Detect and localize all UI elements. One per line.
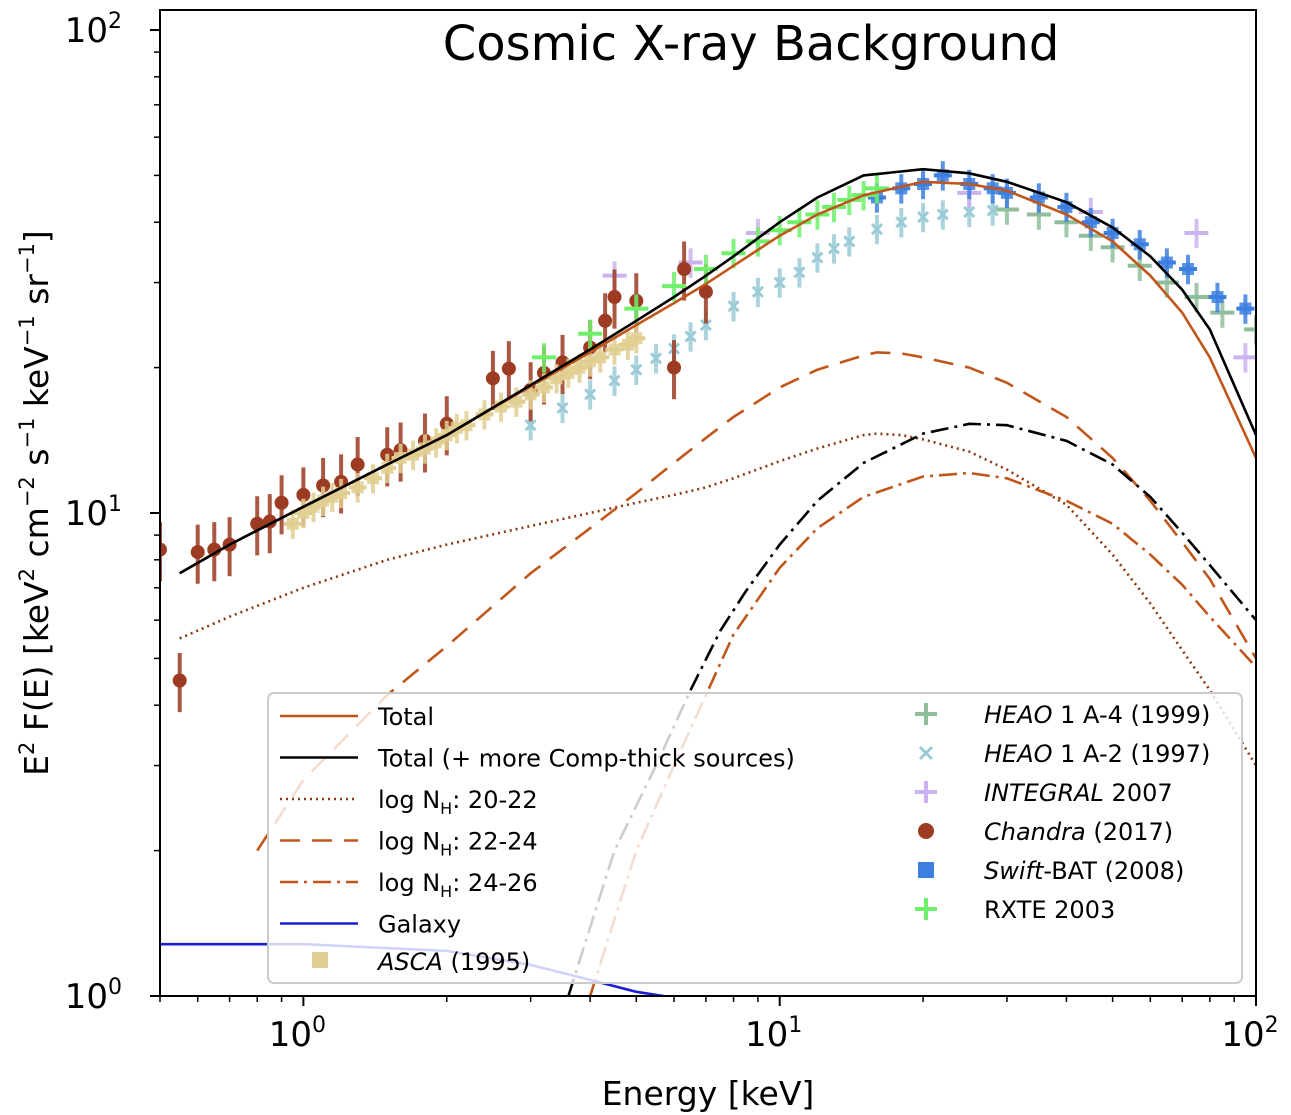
- data-point: [870, 223, 883, 236]
- legend-swatch: [918, 862, 934, 878]
- x-tick-label: 100: [269, 1013, 326, 1055]
- legend-label: Total (+ more Comp-thick sources): [377, 745, 795, 773]
- data-layer: [160, 161, 1256, 713]
- data-point: [986, 204, 999, 217]
- data-point: [895, 216, 908, 229]
- legend-label: Galaxy: [378, 911, 461, 939]
- legend-label: ASCA (1995): [376, 948, 530, 976]
- data-point: [751, 285, 764, 298]
- legend-label: log NH: 20-22: [378, 786, 538, 818]
- legend-swatch: [918, 745, 934, 761]
- model-curve-1: [179, 167, 1256, 575]
- dataset-4: [867, 161, 1255, 324]
- data-point: [172, 673, 187, 688]
- data-point: [350, 457, 365, 472]
- legend-label: HEAO 1 A-2 (1997): [984, 740, 1210, 768]
- data-point: [667, 360, 682, 375]
- legend-label: RXTE 2003: [984, 896, 1115, 924]
- data-point: [793, 266, 806, 279]
- x-tick-label: 101: [745, 1013, 802, 1055]
- chart-title: Cosmic X-ray Background: [443, 16, 1060, 72]
- legend-label: log NH: 22-24: [378, 828, 538, 860]
- y-tick-label: 102: [65, 9, 122, 51]
- model-curve-3: [256, 351, 1256, 852]
- legend-label: log NH: 24-26: [378, 869, 538, 901]
- data-point: [598, 313, 613, 328]
- legend-swatch: [918, 823, 934, 839]
- legend-swatch: [915, 703, 937, 725]
- data-point: [727, 300, 740, 313]
- data-point: [963, 205, 976, 219]
- data-point: [811, 251, 824, 264]
- data-point: [699, 318, 712, 332]
- legend: Total Total (+ more Comp-thick sources) lo…: [267, 692, 1243, 984]
- legend-swatch: [312, 952, 328, 968]
- data-point: [649, 352, 663, 365]
- model-curve-5: [567, 422, 1256, 996]
- data-point: [160, 542, 167, 557]
- legend-swatch: [915, 898, 937, 920]
- data-point: [608, 374, 621, 387]
- legend-box: [267, 692, 1243, 984]
- dataset-2: [602, 178, 1256, 373]
- data-point: [917, 210, 930, 224]
- model-curve-2: [179, 432, 1256, 767]
- data-point: [485, 371, 500, 386]
- model-curve-0: [179, 180, 1256, 575]
- dataset-6: [283, 324, 646, 539]
- legend-swatch: [915, 781, 937, 803]
- data-point: [316, 478, 331, 493]
- data-point: [296, 487, 311, 502]
- data-point: [207, 542, 222, 557]
- plot-frame: [159, 9, 1257, 997]
- data-point: [524, 419, 537, 432]
- y-axis-label: E2 F(E) [keV2 cm−2 s−1 keV−1 sr−1]: [15, 230, 56, 776]
- dataset-3: [160, 241, 713, 713]
- legend-label: Swift-BAT (2008): [984, 857, 1184, 885]
- data-point: [698, 284, 713, 299]
- x-tick-label: 102: [1221, 1013, 1278, 1055]
- dataset-0: [994, 195, 1256, 345]
- y-tick-label: 100: [65, 975, 122, 1017]
- legend-label: INTEGRAL 2007: [984, 779, 1173, 807]
- data-point: [501, 361, 516, 376]
- data-point: [630, 363, 643, 376]
- data-point: [773, 276, 786, 289]
- data-point: [190, 545, 205, 560]
- legend-label: Chandra (2017): [984, 818, 1173, 846]
- data-point: [843, 235, 856, 248]
- data-point: [936, 208, 949, 221]
- y-tick-label: 101: [65, 492, 122, 534]
- data-point: [584, 388, 597, 401]
- data-point: [556, 401, 569, 415]
- data-point: [274, 495, 289, 510]
- x-axis-label: Energy [keV]: [602, 1074, 815, 1113]
- data-point: [607, 290, 622, 305]
- data-point: [827, 242, 841, 255]
- legend-label: Total: [377, 703, 434, 731]
- data-point: [684, 330, 697, 343]
- svg-text:E2 F(E) [keV2 cm−2 s−1 keV−1 s: E2 F(E) [keV2 cm−2 s−1 keV−1 sr−1]: [15, 230, 56, 776]
- legend-label: HEAO 1 A-4 (1999): [984, 701, 1210, 729]
- data-point: [677, 262, 692, 277]
